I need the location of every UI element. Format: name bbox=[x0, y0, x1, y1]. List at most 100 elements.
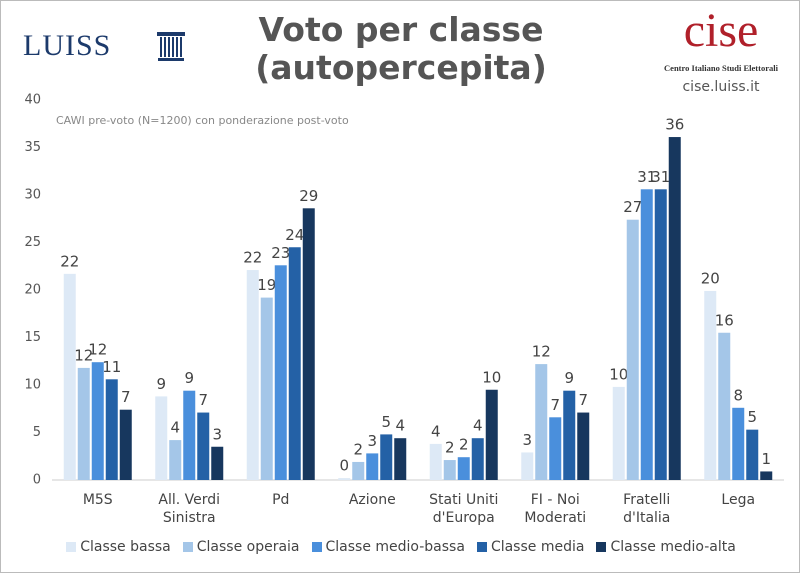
x-tick-label: Pd bbox=[272, 492, 290, 508]
value-label: 3 bbox=[522, 431, 532, 449]
y-tick-label: 25 bbox=[24, 235, 41, 250]
value-label: 22 bbox=[60, 252, 79, 270]
legend-label: Classe media bbox=[490, 539, 585, 555]
y-tick-label: 10 bbox=[24, 378, 41, 393]
bar bbox=[535, 364, 548, 480]
bar bbox=[563, 390, 576, 480]
legend-swatch bbox=[596, 542, 607, 552]
value-label: 7 bbox=[121, 388, 131, 406]
value-label: 5 bbox=[747, 408, 757, 426]
value-label: 12 bbox=[532, 343, 551, 361]
url: cise.luiss.it bbox=[682, 79, 760, 95]
value-label: 5 bbox=[381, 413, 391, 431]
bar bbox=[183, 390, 196, 480]
bar bbox=[429, 443, 442, 480]
value-label: 12 bbox=[88, 341, 107, 359]
value-label: 20 bbox=[701, 269, 720, 287]
value-label: 9 bbox=[184, 369, 194, 387]
legend-swatch bbox=[66, 542, 77, 552]
legend-swatch bbox=[311, 542, 322, 552]
value-label: 7 bbox=[550, 396, 560, 414]
bar bbox=[654, 189, 667, 481]
value-label: 1 bbox=[761, 450, 771, 468]
value-label: 7 bbox=[198, 391, 208, 409]
legend-item: Classe operaia bbox=[182, 539, 300, 555]
bar bbox=[394, 438, 407, 480]
x-tick-label: Fratelli d'Italia bbox=[623, 492, 671, 526]
value-label: 23 bbox=[271, 244, 290, 262]
bar bbox=[760, 471, 773, 480]
value-label: 16 bbox=[715, 311, 734, 329]
x-tick-label: Lega bbox=[721, 492, 756, 508]
bar bbox=[338, 478, 351, 480]
bar bbox=[366, 453, 379, 480]
value-label: 19 bbox=[257, 276, 276, 294]
value-label: 4 bbox=[431, 422, 441, 440]
bar bbox=[612, 386, 625, 480]
y-tick-label: 15 bbox=[24, 330, 41, 345]
legend-label: Classe medio-alta bbox=[610, 539, 736, 555]
bar bbox=[105, 379, 118, 480]
bar bbox=[169, 440, 182, 480]
bar bbox=[197, 412, 210, 480]
legend-swatch bbox=[476, 542, 487, 552]
value-label: 8 bbox=[733, 386, 743, 404]
value-label: 4 bbox=[395, 417, 405, 435]
x-tick-label: Stati Uniti d'Europa bbox=[429, 492, 499, 526]
bar bbox=[274, 265, 287, 480]
value-label: 3 bbox=[212, 425, 222, 443]
bar bbox=[211, 446, 224, 480]
bar bbox=[640, 189, 653, 481]
value-label: 31 bbox=[637, 168, 656, 186]
bar bbox=[260, 297, 273, 480]
legend-label: Classe operaia bbox=[196, 539, 300, 555]
bar bbox=[577, 412, 590, 480]
value-label: 10 bbox=[482, 368, 501, 386]
value-label: 29 bbox=[299, 187, 318, 205]
bar bbox=[77, 367, 90, 480]
cise-caption: Centro Italiano Studi Elettorali bbox=[664, 63, 778, 73]
bar bbox=[549, 417, 562, 480]
bar bbox=[155, 396, 168, 480]
bar bbox=[457, 457, 470, 480]
subtitle: CAWI pre-voto (N=1200) con ponderazione … bbox=[56, 114, 349, 127]
value-label: 11 bbox=[102, 358, 121, 376]
value-label: 2 bbox=[353, 440, 363, 458]
bar bbox=[302, 208, 315, 481]
value-label: 12 bbox=[74, 346, 93, 364]
value-label: 4 bbox=[473, 417, 483, 435]
bar bbox=[718, 332, 731, 480]
value-label: 10 bbox=[609, 365, 628, 383]
value-label: 31 bbox=[651, 168, 670, 186]
chart-title: Voto per classe (autopercepita) bbox=[255, 10, 547, 87]
y-tick-label: 20 bbox=[24, 283, 41, 298]
value-label: 4 bbox=[170, 419, 180, 437]
value-label: 9 bbox=[564, 369, 574, 387]
luiss-logo: LUISS bbox=[23, 29, 112, 62]
bar bbox=[246, 270, 259, 480]
legend-label: Classe bassa bbox=[80, 539, 171, 555]
legend-label: Classe medio-bassa bbox=[325, 539, 465, 555]
x-tick-label: Azione bbox=[348, 492, 396, 508]
cise-logo: cise bbox=[683, 4, 759, 57]
legend-item: Classe media bbox=[476, 539, 585, 555]
bar bbox=[443, 460, 456, 480]
value-label: 27 bbox=[623, 198, 642, 216]
value-label: 36 bbox=[665, 116, 684, 134]
bar bbox=[732, 407, 745, 480]
x-tick-label: M5S bbox=[82, 492, 113, 508]
bar bbox=[352, 461, 365, 480]
legend: Classe bassa Classe operaia Classe medio-b… bbox=[1, 539, 799, 555]
x-tick-label: All. Verdi Sinistra bbox=[158, 492, 221, 526]
value-label: 9 bbox=[156, 375, 166, 393]
y-tick-label: 0 bbox=[33, 473, 41, 488]
value-label: 3 bbox=[367, 432, 377, 450]
luiss-emblem bbox=[157, 32, 185, 61]
bar bbox=[485, 389, 498, 480]
x-tick-label: FI - Noi Moderati bbox=[524, 492, 587, 526]
value-label: 2 bbox=[459, 436, 469, 454]
y-tick-label: 30 bbox=[24, 188, 41, 203]
bar bbox=[704, 290, 717, 480]
